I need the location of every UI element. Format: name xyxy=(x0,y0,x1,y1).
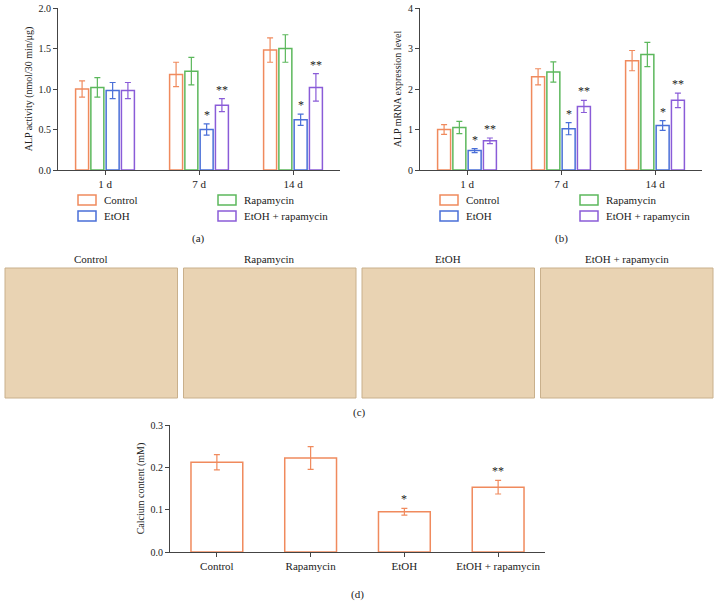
svg-text:14 d: 14 d xyxy=(283,178,303,190)
svg-text:Control: Control xyxy=(466,194,500,206)
svg-text:**: ** xyxy=(672,77,684,91)
svg-text:4: 4 xyxy=(408,3,413,14)
svg-text:0.0: 0.0 xyxy=(39,165,52,176)
svg-text:ALP activity (nmol/30 min/μg): ALP activity (nmol/30 min/μg) xyxy=(23,27,35,152)
svg-text:EtOH + rapamycin: EtOH + rapamycin xyxy=(585,253,669,265)
svg-text:**: ** xyxy=(484,122,496,136)
svg-text:0.2: 0.2 xyxy=(151,462,164,473)
svg-text:1.0: 1.0 xyxy=(39,84,52,95)
svg-text:1: 1 xyxy=(408,124,413,135)
svg-text:Control: Control xyxy=(200,560,234,572)
svg-text:(d): (d) xyxy=(351,588,364,601)
svg-text:*: * xyxy=(401,492,407,506)
svg-text:1 d: 1 d xyxy=(460,178,474,190)
svg-text:EtOH + rapamycin: EtOH + rapamycin xyxy=(456,560,540,572)
svg-text:*: * xyxy=(660,105,666,119)
svg-text:1 d: 1 d xyxy=(98,178,112,190)
svg-text:0.0: 0.0 xyxy=(151,547,164,558)
svg-text:Rapamycin: Rapamycin xyxy=(286,560,337,572)
svg-text:EtOH: EtOH xyxy=(435,253,461,265)
svg-text:7 d: 7 d xyxy=(192,178,206,190)
svg-text:ALP mRNA expression level: ALP mRNA expression level xyxy=(392,30,403,147)
svg-text:**: ** xyxy=(578,84,590,98)
svg-text:7 d: 7 d xyxy=(554,178,568,190)
svg-text:0.5: 0.5 xyxy=(39,124,52,135)
svg-text:**: ** xyxy=(492,464,504,478)
svg-text:0.1: 0.1 xyxy=(151,504,164,515)
svg-text:(c): (c) xyxy=(353,406,366,419)
svg-text:*: * xyxy=(298,98,304,112)
svg-text:**: ** xyxy=(310,58,322,72)
svg-text:1.5: 1.5 xyxy=(39,43,52,54)
svg-text:(b): (b) xyxy=(555,232,568,245)
svg-text:Rapamycin: Rapamycin xyxy=(244,194,295,206)
svg-text:*: * xyxy=(204,108,210,122)
svg-text:2: 2 xyxy=(408,84,413,95)
svg-text:2.0: 2.0 xyxy=(39,3,52,14)
svg-text:EtOH: EtOH xyxy=(466,210,492,222)
svg-text:*: * xyxy=(566,107,572,121)
svg-text:EtOH: EtOH xyxy=(392,560,418,572)
svg-text:EtOH + rapamycin: EtOH + rapamycin xyxy=(244,210,328,222)
svg-text:Calcium content (mM): Calcium content (mM) xyxy=(135,443,147,535)
svg-text:0: 0 xyxy=(408,165,413,176)
svg-text:*: * xyxy=(472,133,478,147)
svg-text:EtOH + rapamycin: EtOH + rapamycin xyxy=(606,210,690,222)
svg-text:14 d: 14 d xyxy=(645,178,665,190)
svg-text:0.3: 0.3 xyxy=(151,420,164,431)
svg-text:EtOH: EtOH xyxy=(104,210,130,222)
svg-text:Rapamycin: Rapamycin xyxy=(606,194,657,206)
svg-text:**: ** xyxy=(216,83,228,97)
svg-text:3: 3 xyxy=(408,43,413,54)
svg-text:(a): (a) xyxy=(192,232,205,245)
svg-text:Control: Control xyxy=(104,194,138,206)
svg-text:Rapamycin: Rapamycin xyxy=(244,253,295,265)
svg-text:Control: Control xyxy=(74,253,108,265)
